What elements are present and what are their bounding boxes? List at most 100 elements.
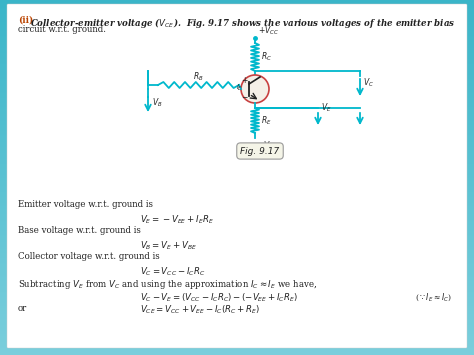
Bar	[0, 146, 474, 147]
Bar	[0, 324, 474, 325]
Bar	[0, 170, 474, 171]
Bar	[0, 117, 474, 118]
Bar	[0, 33, 474, 34]
Bar	[0, 5, 474, 6]
Bar	[0, 305, 474, 306]
Bar	[0, 269, 474, 270]
Bar	[0, 115, 474, 116]
Bar	[0, 261, 474, 262]
Text: $V_B$: $V_B$	[152, 97, 163, 109]
Bar	[0, 288, 474, 289]
Text: $R_B$: $R_B$	[193, 71, 204, 83]
Bar	[0, 268, 474, 269]
Bar	[0, 157, 474, 158]
Circle shape	[241, 75, 269, 103]
Bar	[0, 4, 474, 5]
Bar	[0, 256, 474, 257]
Text: ($\because I_E \approx I_C$): ($\because I_E \approx I_C$)	[415, 291, 452, 303]
Bar	[0, 211, 474, 212]
Text: circuit w.r.t. ground.: circuit w.r.t. ground.	[18, 25, 106, 34]
Bar	[0, 56, 474, 57]
Bar	[0, 266, 474, 267]
Bar	[0, 276, 474, 277]
Text: $V_E$: $V_E$	[321, 102, 332, 114]
Bar	[0, 132, 474, 133]
Bar	[0, 50, 474, 51]
Bar	[0, 327, 474, 328]
Bar	[0, 27, 474, 28]
Bar	[0, 198, 474, 199]
Bar	[0, 328, 474, 329]
Bar	[0, 108, 474, 109]
Bar	[0, 61, 474, 62]
Bar	[0, 262, 474, 263]
Bar	[0, 303, 474, 304]
Bar	[0, 209, 474, 210]
Bar	[0, 127, 474, 128]
Bar	[0, 251, 474, 252]
Bar	[0, 144, 474, 145]
Bar	[0, 347, 474, 348]
Bar	[0, 289, 474, 290]
Bar	[0, 258, 474, 259]
Bar	[0, 252, 474, 253]
Text: $V_{CE} = V_{CC} + V_{EE} - I_C(R_C + R_E)$: $V_{CE} = V_{CC} + V_{EE} - I_C(R_C + R_…	[140, 304, 260, 317]
Text: $R_E$: $R_E$	[261, 114, 272, 127]
Bar	[0, 125, 474, 126]
Bar	[0, 126, 474, 127]
Bar	[0, 140, 474, 141]
Bar	[0, 197, 474, 198]
Text: $V_C = V_{CC} - I_C R_C$: $V_C = V_{CC} - I_C R_C$	[140, 265, 205, 278]
Bar	[0, 195, 474, 196]
Bar	[0, 165, 474, 166]
Bar	[0, 67, 474, 68]
Bar	[0, 291, 474, 292]
Text: $R_C$: $R_C$	[261, 51, 272, 63]
Bar	[0, 60, 474, 61]
Bar	[0, 143, 474, 144]
Bar	[0, 213, 474, 214]
Bar	[0, 83, 474, 84]
Bar	[0, 186, 474, 187]
Text: Collector-emitter voltage ($V_{CE}$).  Fig. 9.17 shows the various voltages of t: Collector-emitter voltage ($V_{CE}$). Fi…	[30, 16, 456, 30]
Bar	[0, 129, 474, 130]
Bar	[0, 244, 474, 245]
Bar	[0, 162, 474, 163]
Bar	[0, 36, 474, 37]
Bar	[0, 315, 474, 316]
Bar	[0, 41, 474, 42]
Bar	[0, 333, 474, 334]
Text: $V_C - V_E = (V_{CC} - I_C R_C) - (-V_{EE} + I_C R_E)$: $V_C - V_E = (V_{CC} - I_C R_C) - (-V_{E…	[140, 291, 298, 304]
Bar	[0, 55, 474, 56]
Bar	[0, 300, 474, 301]
Bar	[0, 51, 474, 52]
Bar	[0, 309, 474, 310]
Bar	[0, 226, 474, 227]
Bar	[0, 128, 474, 129]
Bar	[0, 348, 474, 349]
Bar	[0, 179, 474, 180]
Bar	[0, 337, 474, 338]
Bar	[0, 322, 474, 323]
Bar	[0, 183, 474, 184]
Bar	[0, 227, 474, 228]
Bar	[0, 10, 474, 11]
Bar	[0, 49, 474, 50]
FancyBboxPatch shape	[7, 4, 467, 348]
Bar	[0, 173, 474, 174]
Bar	[0, 312, 474, 313]
Bar	[0, 217, 474, 218]
Bar	[0, 191, 474, 192]
Bar	[0, 190, 474, 191]
Bar	[0, 164, 474, 165]
Bar	[0, 79, 474, 80]
Bar	[0, 155, 474, 156]
Bar	[0, 336, 474, 337]
Bar	[0, 253, 474, 254]
Text: $-V_{EE}$: $-V_{EE}$	[257, 139, 277, 152]
Bar	[0, 271, 474, 272]
Bar	[0, 71, 474, 72]
Bar	[0, 194, 474, 195]
Bar	[0, 248, 474, 249]
Bar	[0, 133, 474, 134]
